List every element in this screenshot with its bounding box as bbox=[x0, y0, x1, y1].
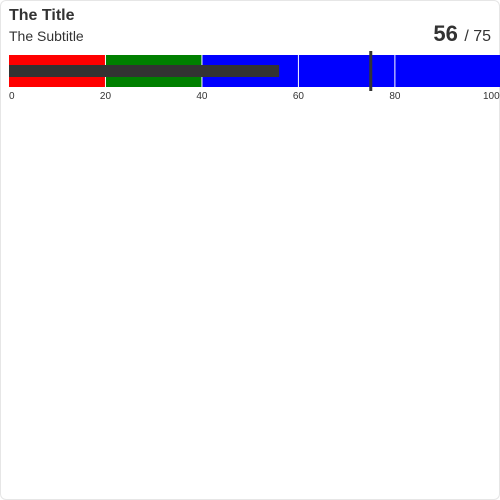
current-value: 56 bbox=[433, 21, 458, 46]
bullet-chart: 0 20 40 60 80 100 bbox=[9, 51, 500, 102]
chart-subtitle: The Subtitle bbox=[9, 28, 84, 44]
value-bar bbox=[9, 65, 280, 77]
target-value: / 75 bbox=[464, 28, 491, 45]
tick-label: 60 bbox=[293, 91, 305, 102]
target-marker bbox=[369, 51, 373, 91]
tick-label: 20 bbox=[100, 91, 112, 102]
chart-title: The Title bbox=[9, 7, 75, 24]
tick-label: 40 bbox=[196, 91, 208, 102]
tick-label: 0 bbox=[9, 91, 15, 102]
axis-tick-labels: 0 20 40 60 80 100 bbox=[9, 91, 500, 102]
tick-label: 80 bbox=[389, 91, 401, 102]
value-readout: 56 / 75 bbox=[433, 21, 491, 47]
tick-label: 100 bbox=[483, 91, 500, 102]
